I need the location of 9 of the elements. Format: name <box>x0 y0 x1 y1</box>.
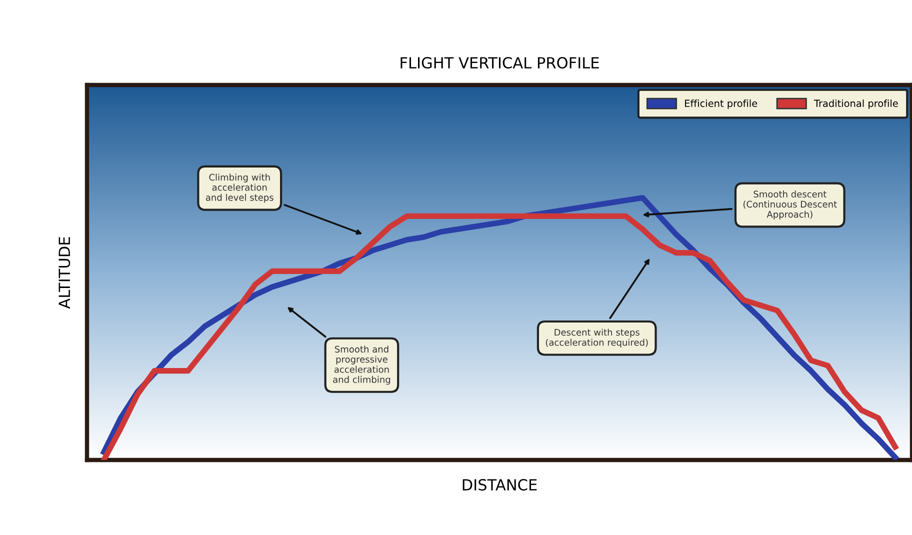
legend-label: Traditional profile <box>814 99 898 109</box>
annotation: Smooth and progressive acceleration and climbing <box>333 346 390 385</box>
x-axis-title: DISTANCE <box>462 479 537 491</box>
y-axis-title: ALTITUDE <box>58 237 70 309</box>
chart-title: FLIGHT VERTICAL PROFILE <box>400 56 599 69</box>
annotation: Smooth descent (Continuous Descent Approach) <box>743 190 837 220</box>
annotation: Descent with steps (acceleration required) <box>546 328 648 348</box>
annotation: Climbing with acceleration and level steps <box>206 174 274 203</box>
legend-label: Efficient profile <box>685 99 758 109</box>
